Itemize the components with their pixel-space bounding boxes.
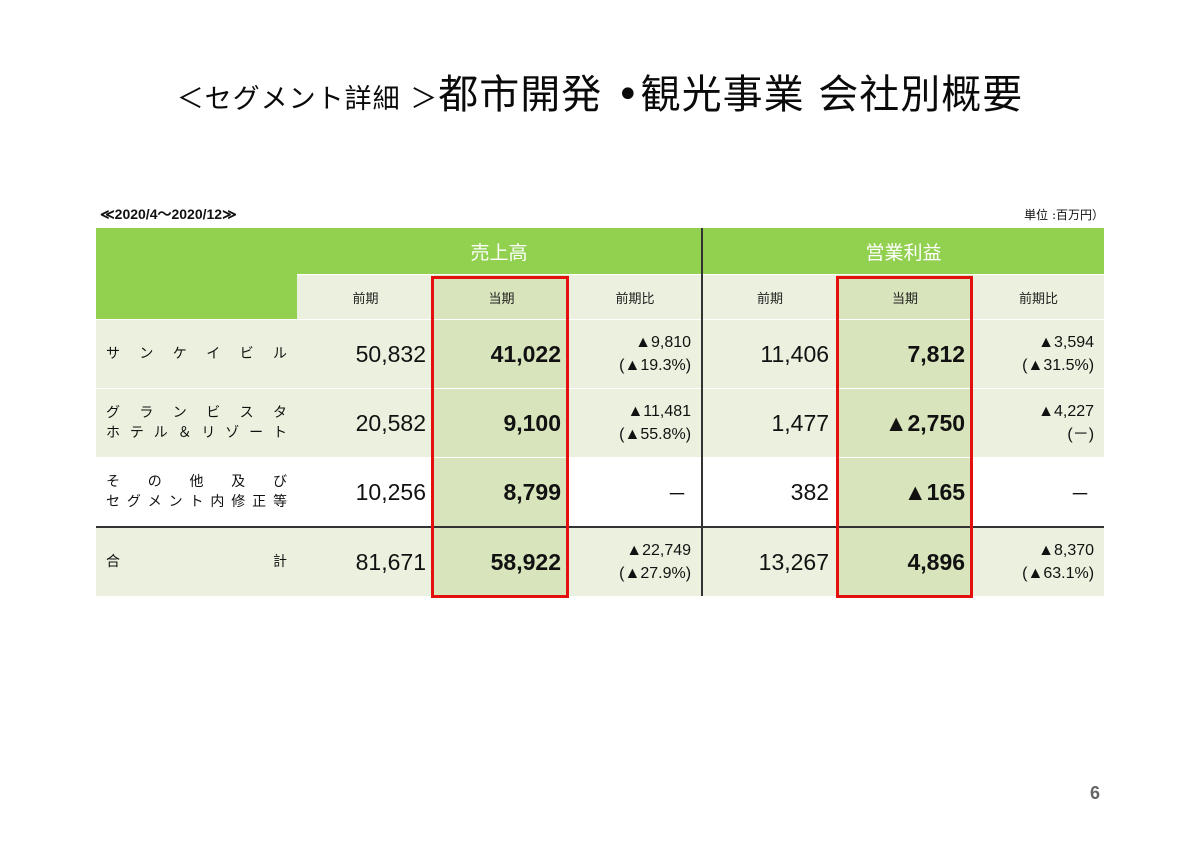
op-prev-cell: 11,406 xyxy=(702,319,838,389)
period-label: ≪2020/4～2020/12≫ xyxy=(100,206,237,222)
segment-table: 売上高 営業利益 前期 当期 前期比 前期 当期 前期比 サ ン ケ イ ビ ル… xyxy=(96,228,1105,596)
title-prefix: ＜セグメント詳細 ＞ xyxy=(176,84,439,115)
table-row: グ ラ ン ビ ス タホ テ ル ＆ リ ゾ ー ト 20,582 9,100 … xyxy=(96,388,1105,458)
subheader-op-prev: 前期 xyxy=(702,274,838,320)
subheader-op-ratio: 前期比 xyxy=(973,274,1105,320)
subheader-sales-cur: 当期 xyxy=(434,274,569,320)
op-ratio-cell: ▲3,594 (▲31.5%) xyxy=(973,319,1105,389)
row-label-line: ホ テ ル ＆ リ ゾ ー ト xyxy=(106,425,287,441)
sales-prev-cell: 50,832 xyxy=(297,319,434,389)
table-row-total: 合 計 81,671 58,922 ▲22,749 (▲27.9%) 13,267… xyxy=(96,526,1105,596)
ratio-amount: ▲9,810 xyxy=(635,334,692,351)
header-corner xyxy=(96,228,297,320)
group-header-op-income: 営業利益 xyxy=(702,228,1105,275)
ratio-percent: (▲19.3%) xyxy=(619,357,692,374)
group-header-sales: 売上高 xyxy=(297,228,704,275)
op-prev-cell: 382 xyxy=(702,457,838,527)
ratio-percent: (▲31.5%) xyxy=(1022,357,1095,374)
subheader-sales-ratio: 前期比 xyxy=(569,274,704,320)
subheader-sales-prev: 前期 xyxy=(297,274,434,320)
sales-cur-cell: 41,022 xyxy=(434,319,569,389)
row-label: そ の 他 及 びセ グ メ ン ト 内 修 正 等 xyxy=(96,457,297,527)
row-label-line: セ グ メ ン ト 内 修 正 等 xyxy=(106,494,287,510)
sales-ratio-cell: － xyxy=(569,457,704,527)
sales-cur-cell: 9,100 xyxy=(434,388,569,458)
ratio-amount: ▲22,749 xyxy=(626,542,692,559)
unit-label: 単位 :百万円） xyxy=(1024,208,1104,222)
ratio-percent: (▲55.8%) xyxy=(619,426,692,443)
op-ratio-cell: ▲4,227 (－) xyxy=(973,388,1105,458)
op-cur-cell: ▲2,750 xyxy=(837,388,974,458)
sales-prev-cell: 20,582 xyxy=(297,388,434,458)
ratio-amount: ▲8,370 xyxy=(1038,542,1095,559)
row-label: サ ン ケ イ ビ ル xyxy=(96,319,297,389)
op-cur-cell: 7,812 xyxy=(837,319,974,389)
row-label-line: グ ラ ン ビ ス タ xyxy=(106,405,287,421)
op-cur-cell: ▲165 xyxy=(837,457,974,527)
op-prev-cell: 13,267 xyxy=(702,526,838,596)
row-label-line: 合 計 xyxy=(106,554,287,570)
ratio-amount: ▲11,481 xyxy=(627,403,692,420)
op-cur-cell: 4,896 xyxy=(837,526,974,596)
op-ratio-cell: ▲8,370 (▲63.1%) xyxy=(973,526,1105,596)
sales-prev-cell: 10,256 xyxy=(297,457,434,527)
highlight-box-sales-current xyxy=(431,276,569,598)
page-number: 6 xyxy=(1090,783,1101,803)
title-main: 都市開発 •観光事業 会社別概要 xyxy=(438,72,1024,118)
table-row: そ の 他 及 びセ グ メ ン ト 内 修 正 等 10,256 8,799 … xyxy=(96,457,1105,527)
op-prev-cell: 1,477 xyxy=(702,388,838,458)
sales-cur-cell: 58,922 xyxy=(434,526,569,596)
ratio-percent: (－) xyxy=(1067,426,1095,443)
ratio-amount: ▲3,594 xyxy=(1038,334,1095,351)
subheader-op-cur: 当期 xyxy=(837,274,974,320)
ratio-amount: ▲4,227 xyxy=(1038,403,1095,420)
sales-ratio-cell: ▲11,481 (▲55.8%) xyxy=(569,388,704,458)
row-label: 合 計 xyxy=(96,526,297,596)
row-label: グ ラ ン ビ ス タホ テ ル ＆ リ ゾ ー ト xyxy=(96,388,297,458)
table-row: サ ン ケ イ ビ ル 50,832 41,022 ▲9,810 (▲19.3%)… xyxy=(96,319,1105,389)
highlight-box-op-current xyxy=(836,276,973,598)
row-label-line: そ の 他 及 び xyxy=(106,474,287,490)
sales-prev-cell: 81,671 xyxy=(297,526,434,596)
ratio-percent: (▲63.1%) xyxy=(1022,565,1095,582)
sales-ratio-cell: ▲9,810 (▲19.3%) xyxy=(569,319,704,389)
ratio-percent: (▲27.9%) xyxy=(619,565,692,582)
slide-title: ＜セグメント詳細 ＞都市開発 •観光事業 会社別概要 xyxy=(0,62,1200,120)
sales-cur-cell: 8,799 xyxy=(434,457,569,527)
op-ratio-cell: － xyxy=(973,457,1105,527)
row-label-line: サ ン ケ イ ビ ル xyxy=(106,346,287,362)
sales-ratio-cell: ▲22,749 (▲27.9%) xyxy=(569,526,704,596)
